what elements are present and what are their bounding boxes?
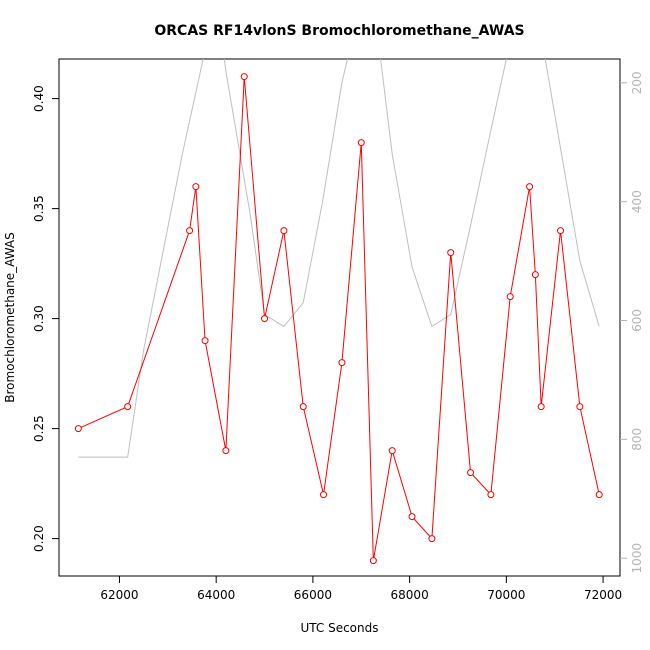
x-tick-label: 62000 <box>100 588 138 602</box>
data-point <box>408 513 416 521</box>
y-tick-label: 0.35 <box>32 195 46 222</box>
data-point <box>526 183 534 191</box>
y2-tick-label: 400 <box>630 190 644 213</box>
data-point <box>222 447 230 455</box>
data-point <box>261 315 269 323</box>
data-point <box>428 535 436 543</box>
data-point <box>186 227 194 235</box>
data-point <box>595 491 603 499</box>
data-point <box>320 491 328 499</box>
y-axis-label: Bromochloromethane_AWAS <box>3 232 17 402</box>
data-point <box>240 73 248 81</box>
y-tick-label: 0.40 <box>32 85 46 112</box>
data-point <box>506 293 514 301</box>
data-point <box>537 403 545 411</box>
y2-tick-label: 1000 <box>630 543 644 574</box>
y2-tick-label: 800 <box>630 428 644 451</box>
x-tick-label: 64000 <box>197 588 235 602</box>
data-point <box>487 491 495 499</box>
y2-tick-label: 200 <box>630 71 644 94</box>
x-tick-label: 68000 <box>391 588 429 602</box>
data-point <box>124 403 132 411</box>
data-point <box>467 469 475 477</box>
data-point <box>447 249 455 257</box>
series-layer <box>74 59 603 565</box>
data-point <box>280 227 288 235</box>
data-point <box>299 403 307 411</box>
y-tick-label: 0.20 <box>32 525 46 552</box>
x-axis: 62000 64000 66000 68000 70000 72000 <box>100 576 622 602</box>
data-point <box>369 557 377 565</box>
data-point <box>557 227 565 235</box>
data-line <box>78 76 600 561</box>
plot-frame <box>58 58 621 577</box>
y-tick-label: 0.30 <box>32 305 46 332</box>
data-point <box>201 337 209 345</box>
x-tick-label: 72000 <box>584 588 622 602</box>
y2-tick-label: 600 <box>630 309 644 332</box>
x-tick-label: 66000 <box>294 588 332 602</box>
y-tick-label: 0.25 <box>32 415 46 442</box>
data-point <box>74 425 82 433</box>
data-point <box>192 183 200 191</box>
y2-axis: 200 400 600 800 1000 <box>620 71 644 573</box>
data-point <box>357 139 365 147</box>
x-tick-label: 70000 <box>487 588 525 602</box>
y-axis: 0.20 0.25 0.30 0.35 0.40 <box>32 85 59 552</box>
data-point <box>338 359 346 367</box>
chart-title: ORCAS RF14vlonS Bromochloromethane_AWAS <box>154 23 524 39</box>
data-point <box>388 447 396 455</box>
x-axis-label: UTC Seconds <box>300 621 378 635</box>
data-point <box>576 403 584 411</box>
data-point <box>531 271 539 279</box>
